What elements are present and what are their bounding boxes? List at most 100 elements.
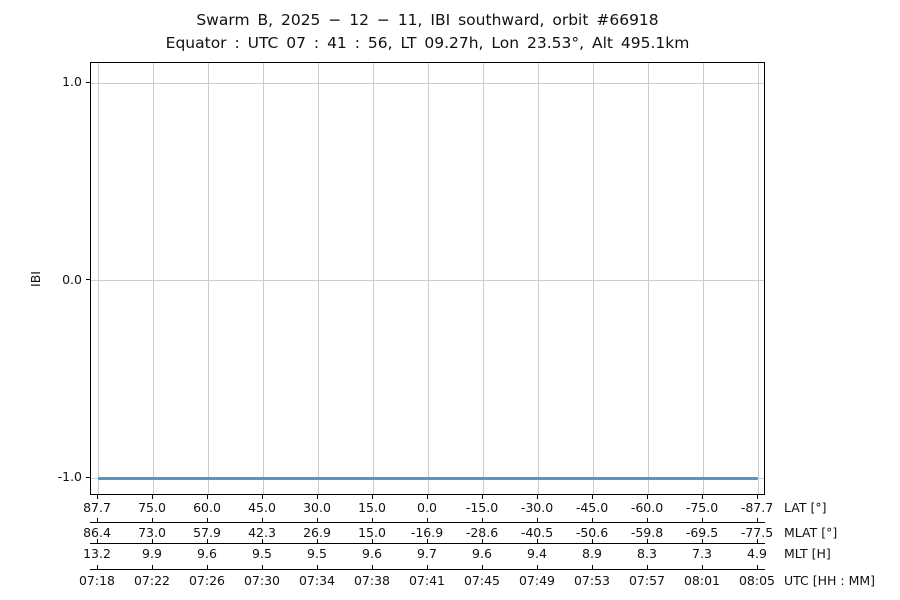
x-axis-row-tick (316, 539, 318, 543)
vertical-gridline (207, 63, 209, 494)
vertical-gridline (262, 63, 264, 494)
x-axis-tick-label: -28.6 (465, 525, 499, 540)
x-axis-row-tick (261, 539, 263, 543)
vertical-gridline (152, 63, 154, 494)
x-axis-row-tick (591, 517, 593, 522)
vertical-gridline (97, 63, 99, 494)
vertical-gridline (372, 63, 374, 494)
vertical-gridline (317, 63, 319, 494)
x-tick-mark (481, 495, 483, 499)
x-axis-row-tick (756, 565, 758, 569)
x-tick-mark (96, 495, 98, 499)
x-axis-tick-label: 42.3 (248, 525, 276, 540)
x-axis-tick-label: 9.6 (362, 546, 382, 561)
x-axis-row-spine (90, 521, 765, 523)
vertical-gridline (592, 63, 594, 494)
x-axis-row-tick (151, 539, 153, 543)
x-axis-row-tick (316, 565, 318, 569)
x-axis-row-tick (756, 539, 758, 543)
x-tick-mark (536, 495, 538, 499)
x-axis-tick-label: 4.9 (747, 546, 767, 561)
x-axis-row-tick (371, 539, 373, 543)
x-axis-tick-label: -69.5 (685, 525, 719, 540)
x-axis-row-tick (536, 539, 538, 543)
x-axis-tick-label: 07:38 (353, 572, 391, 588)
x-axis-row-tick (591, 565, 593, 569)
x-axis-tick-label: 08:05 (738, 572, 776, 588)
vertical-gridline (482, 63, 484, 494)
x-axis-row-tick (151, 565, 153, 569)
x-axis-tick-label: 9.6 (197, 546, 217, 561)
x-axis-row-name: MLT [H] (784, 546, 831, 561)
x-axis-tick-label: 9.9 (142, 546, 162, 561)
x-axis-tick-label: 07:45 (463, 572, 501, 588)
x-axis-row-tick (206, 517, 208, 522)
horizontal-gridline (91, 280, 764, 281)
vertical-gridline (757, 63, 759, 494)
vertical-gridline (647, 63, 649, 494)
x-axis-row-tick (206, 565, 208, 569)
ibi-data-line (98, 476, 758, 480)
x-axis-tick-label: 07:22 (133, 572, 171, 588)
y-tick-label: 1.0 (62, 74, 82, 89)
x-axis-row-tick (426, 539, 428, 543)
x-axis-tick-label: 15.0 (358, 500, 386, 515)
vertical-gridline (537, 63, 539, 494)
y-tick-mark (86, 279, 90, 281)
x-axis-row-tick (316, 517, 318, 522)
vertical-gridline (702, 63, 704, 494)
x-axis-row-tick (646, 517, 648, 522)
x-axis-row-name: UTC [HH : MM] (784, 572, 876, 588)
x-axis-row-tick (481, 565, 483, 569)
x-axis-row-tick (536, 565, 538, 569)
x-axis-tick-label: 07:26 (188, 572, 226, 588)
x-axis-tick-label: 26.9 (303, 525, 331, 540)
x-axis-tick-label: -40.5 (520, 525, 554, 540)
x-axis-tick-label: -77.5 (740, 525, 774, 540)
x-axis-row-spine (90, 543, 765, 545)
x-axis-row-tick (151, 517, 153, 522)
x-axis-tick-label: 13.2 (83, 546, 111, 561)
y-tick-label: -1.0 (57, 469, 82, 484)
y-tick-mark (86, 476, 90, 478)
x-axis-tick-label: 0.0 (417, 500, 437, 515)
x-axis-tick-label: 8.3 (637, 546, 657, 561)
x-axis-tick-label: -45.0 (575, 500, 609, 515)
x-axis-row-tick (261, 565, 263, 569)
x-axis-tick-label: 75.0 (138, 500, 166, 515)
x-axis-tick-label: 9.7 (417, 546, 437, 561)
plot-area (90, 62, 765, 495)
chart-subtitle: Equator : UTC 07 : 41 : 56, LT 09.27h, L… (165, 34, 690, 52)
x-axis-tick-label: 07:30 (243, 572, 281, 588)
x-axis-row-tick (756, 517, 758, 522)
x-axis-row-tick (481, 517, 483, 522)
x-axis-row-tick (261, 517, 263, 522)
x-axis-tick-label: -59.8 (630, 525, 664, 540)
x-axis-tick-label: 30.0 (303, 500, 331, 515)
x-axis-tick-label: 07:53 (573, 572, 611, 588)
x-axis-tick-label: 07:34 (298, 572, 336, 588)
x-tick-mark (756, 495, 758, 499)
x-axis-tick-label: 45.0 (248, 500, 276, 515)
x-axis-row-tick (426, 565, 428, 569)
x-axis-tick-label: 9.4 (527, 546, 547, 561)
x-axis-tick-label: 60.0 (193, 500, 221, 515)
x-axis-tick-label: 08:01 (683, 572, 721, 588)
x-axis-row-tick (96, 517, 98, 522)
x-tick-mark (371, 495, 373, 499)
x-axis-tick-label: 07:18 (78, 572, 116, 588)
y-tick-mark (86, 81, 90, 83)
x-tick-mark (261, 495, 263, 499)
x-tick-mark (646, 495, 648, 499)
x-axis-row-name: LAT [°] (784, 500, 827, 515)
x-axis-row-tick (646, 539, 648, 543)
x-axis-row-tick (536, 517, 538, 522)
x-tick-mark (591, 495, 593, 499)
x-axis-row-tick (96, 565, 98, 569)
x-axis-row-tick (426, 517, 428, 522)
x-axis-row-tick (206, 539, 208, 543)
x-axis-row-name: MLAT [°] (784, 525, 838, 540)
x-axis-tick-label: 07:49 (518, 572, 556, 588)
vertical-gridline (427, 63, 429, 494)
x-axis-tick-label: 86.4 (83, 525, 111, 540)
